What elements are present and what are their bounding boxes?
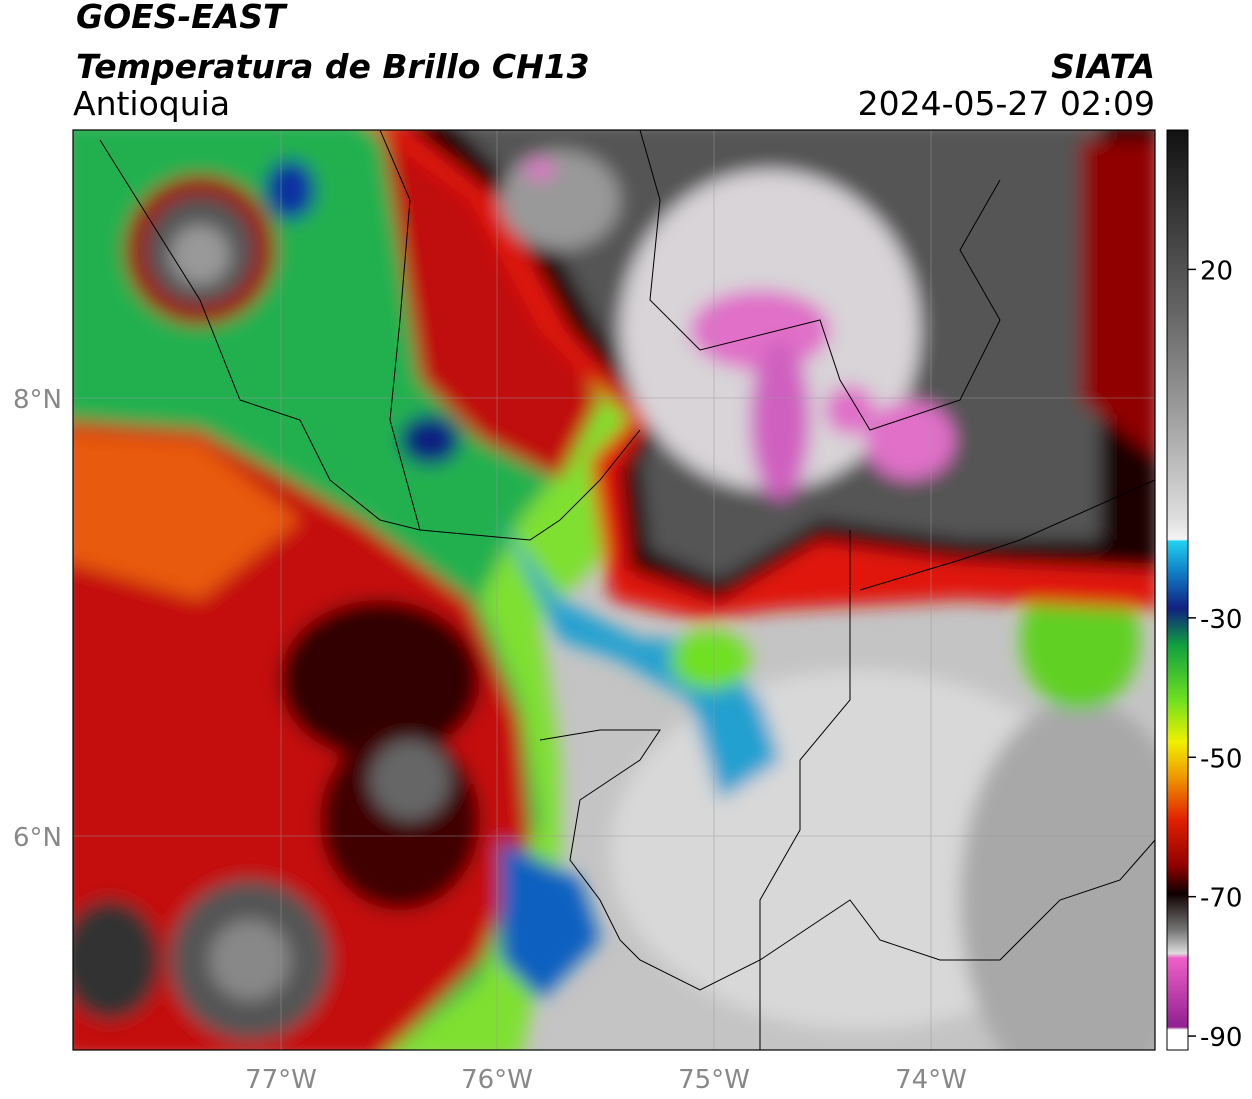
colorbar-tick-label: -90 <box>1200 1023 1242 1053</box>
source: SIATA <box>1051 47 1155 86</box>
map-frame <box>72 129 1156 1051</box>
lat-label: 6°N <box>13 823 62 853</box>
satellite-image <box>73 130 1155 1050</box>
lon-label: 74°W <box>895 1065 967 1095</box>
lon-label: 77°W <box>245 1065 317 1095</box>
grid <box>73 130 1155 1050</box>
datetime: 2024-05-27 02:09 <box>858 84 1155 123</box>
lon-label: 76°W <box>461 1065 533 1095</box>
lat-label: 8°N <box>13 385 62 415</box>
colorbar-tick-label: 20 <box>1200 256 1233 286</box>
borders <box>99 129 1156 1050</box>
region: Antioquia <box>73 84 230 123</box>
colorbar-tick-label: -30 <box>1200 605 1242 635</box>
subtitle: Temperatura de Brillo CH13 <box>76 47 590 86</box>
colorbar <box>1166 129 1189 1051</box>
colorbar-tick-label: -70 <box>1200 884 1242 914</box>
lon-label: 75°W <box>678 1065 750 1095</box>
title: GOES-EAST <box>76 0 288 36</box>
colorbar-tick-label: -50 <box>1200 744 1242 774</box>
